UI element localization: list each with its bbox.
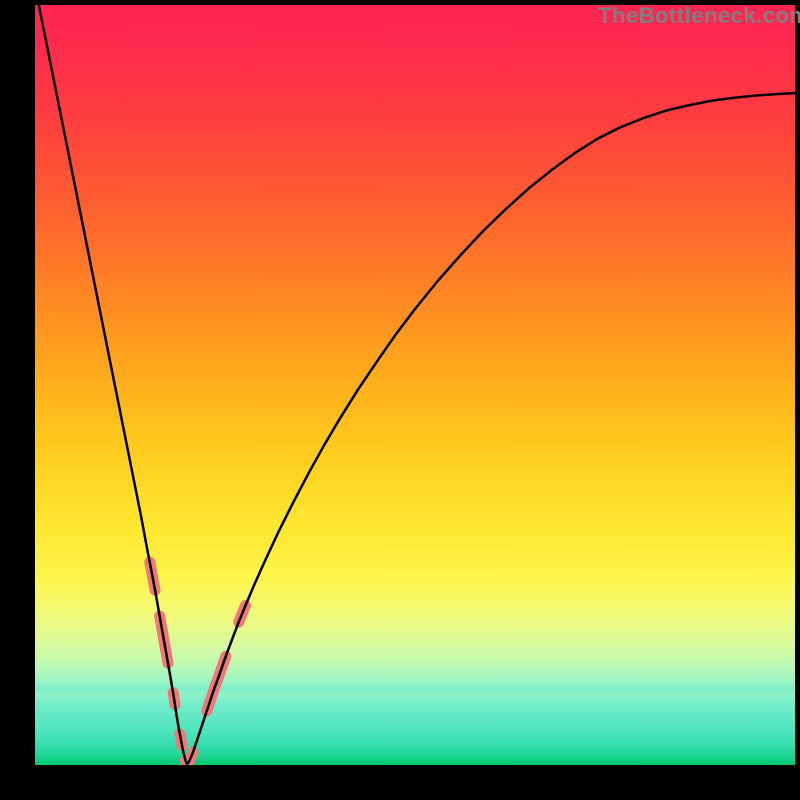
chart-container: TheBottleneck.com xyxy=(0,0,800,800)
watermark-text: TheBottleneck.com xyxy=(598,3,800,29)
plot-area xyxy=(35,5,795,765)
gradient-background xyxy=(35,5,795,765)
